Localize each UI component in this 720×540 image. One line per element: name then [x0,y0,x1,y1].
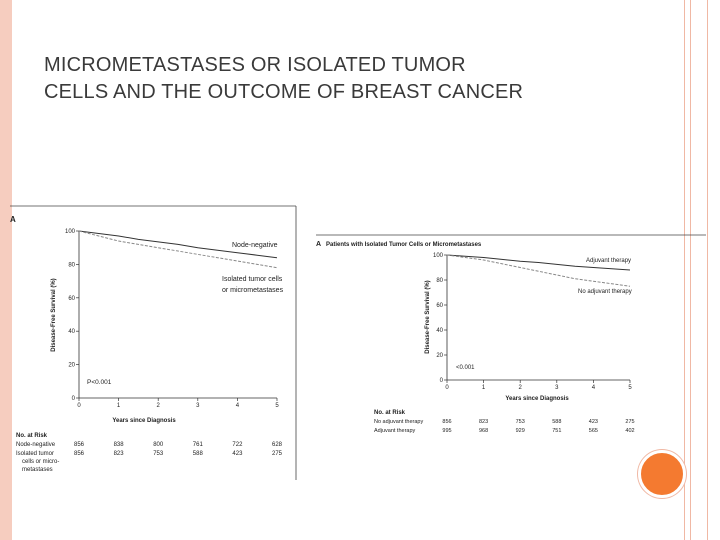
p-value: P<0.001 [87,379,112,386]
risk-value: 800 [153,442,164,448]
risk-table: No. at Risk Node-negative Isolated tumor… [16,433,283,473]
y-tick-label: 40 [436,328,443,334]
risk-value: 565 [589,428,598,434]
x-tick-label: 4 [592,385,596,391]
legend-isolated-tumor-cells-line-1: Isolated tumor cells [222,276,283,283]
risk-value: 588 [193,451,204,457]
risk-table-header: No. at Risk [16,433,48,439]
risk-value: 753 [516,419,525,425]
risk-value: 968 [479,428,488,434]
series-lines [446,254,631,287]
x-tick-label: 1 [117,403,121,409]
legend-isolated-tumor-cells-line-2: or micrometastases [222,287,284,294]
x-tick-label: 5 [628,385,632,391]
panel-label: A [10,215,16,224]
risk-value: 856 [74,451,85,457]
risk-value: 823 [479,419,488,425]
risk-value: 995 [442,428,451,434]
y-tick-label: 80 [436,278,443,284]
series-line-1 [78,230,278,269]
x-tick-label: 3 [196,403,200,409]
x-tick-label: 2 [519,385,523,391]
risk-value: 761 [193,442,204,448]
y-tick-label: 40 [68,329,75,335]
panel-label: A [316,241,321,248]
slide-title-line-2: CELLS AND THE OUTCOME OF BREAST CANCER [44,81,524,103]
risk-value: 856 [442,419,451,425]
risk-table: No. at Risk No adjuvant therapy Adjuvant… [374,410,635,434]
y-tick-label: 0 [440,378,444,384]
legend-node-negative: Node-negative [232,242,278,249]
y-tick-label: 60 [436,303,443,309]
risk-value: 275 [272,451,283,457]
risk-row-label: metastases [22,467,53,473]
y-axis-label: Disease-Free Survival (%) [51,278,57,351]
y-axis-label: Disease-Free Survival (%) [425,280,431,353]
decorative-orange-circle [638,450,686,498]
chart-left-node-status: A 0 20 40 60 80 100 0 1 2 3 4 5 Node-negative Isola… [10,205,297,480]
risk-value: 856 [74,442,85,448]
risk-value: 423 [232,451,243,457]
x-tick-label: 0 [77,403,81,409]
x-tick-label: 4 [236,403,240,409]
risk-value: 423 [589,419,598,425]
series-line-0 [78,230,278,259]
x-tick-label: 0 [445,385,449,391]
risk-row-label: Node-negative [16,442,56,448]
p-value: <0.001 [456,365,475,371]
risk-value: 588 [552,419,561,425]
y-tick-label: 80 [68,262,75,268]
y-tick-label: 0 [72,396,76,402]
risk-value: 275 [625,419,634,425]
legend-no-adjuvant-therapy: No adjuvant therapy [578,289,632,295]
x-tick-label: 5 [275,403,279,409]
right-accent-line-1 [684,0,685,540]
risk-value: 838 [114,442,125,448]
y-tick-label: 20 [436,353,443,359]
y-tick-label: 20 [68,363,75,369]
risk-row-label: cells or micro- [22,459,59,465]
slide-title: MICROMETASTASES OR ISOLATED TUMOR CELLS … [44,52,664,106]
risk-value: 402 [625,428,634,434]
risk-row-label: Adjuvant therapy [374,428,416,434]
y-tick-label: 100 [65,229,76,235]
y-tick-label: 60 [68,296,75,302]
risk-table-header: No. at Risk [374,410,406,416]
series-line-1 [446,254,631,287]
risk-value: 753 [153,451,164,457]
risk-row-label: Isolated tumor [16,451,54,457]
y-tick-label: 100 [433,253,444,259]
risk-value: 823 [114,451,125,457]
x-axis-label: Years since Diagnosis [112,418,176,424]
x-axis-label: Years since Diagnosis [505,396,569,402]
series-lines [78,230,278,269]
risk-value: 929 [516,428,525,434]
chart-right-adjuvant-therapy: A Patients with Isolated Tumor Cells or … [316,234,706,434]
risk-row-label: No adjuvant therapy [374,419,423,425]
legend-adjuvant-therapy: Adjuvant therapy [586,258,631,264]
x-tick-label: 1 [482,385,486,391]
risk-value: 751 [552,428,561,434]
axes: 0 20 40 60 80 100 0 1 2 3 4 5 [65,229,279,409]
series-line-0 [446,254,631,271]
x-tick-label: 3 [555,385,559,391]
risk-value: 628 [272,442,283,448]
x-tick-label: 2 [157,403,161,409]
left-decorative-border [0,0,12,540]
right-accent-line-3 [707,0,708,540]
slide-title-line-1: MICROMETASTASES OR ISOLATED TUMOR [44,54,466,76]
chart-title: Patients with Isolated Tumor Cells or Mi… [326,242,482,248]
right-accent-line-2 [690,0,691,540]
risk-value: 722 [232,442,243,448]
axes: 0 20 40 60 80 100 0 1 2 3 4 5 [433,253,632,391]
